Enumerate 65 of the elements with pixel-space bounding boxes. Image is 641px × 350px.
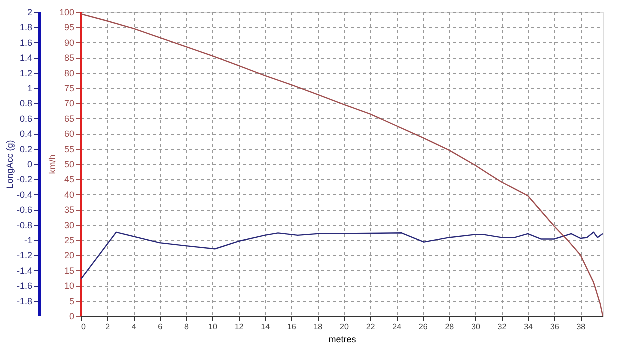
y2-tick-label: 55 xyxy=(64,144,74,154)
y-tick-label: -0.6 xyxy=(16,205,32,216)
y2-tick-label: 30 xyxy=(64,220,74,230)
y2-tick-label: 45 xyxy=(64,174,74,185)
x-tick-label: 14 xyxy=(261,322,271,332)
y2-tick-label: 35 xyxy=(64,205,74,216)
x-tick-label: 32 xyxy=(498,322,508,332)
x-tick-label: 12 xyxy=(234,322,244,332)
y2-tick-label: 15 xyxy=(64,266,74,276)
y-axis-title: LongAcc (g) xyxy=(4,140,15,189)
y2-tick-label: 20 xyxy=(64,250,74,261)
x-tick-label: 18 xyxy=(314,322,324,332)
x-tick-label: 26 xyxy=(418,322,428,332)
y2-tick-label: 25 xyxy=(64,236,74,246)
y-tick-label: -0.2 xyxy=(16,174,32,185)
y-tick-label: -1.8 xyxy=(16,296,32,306)
x-tick-label: 16 xyxy=(287,322,297,332)
y2-tick-label: 40 xyxy=(64,190,74,200)
y-tick-label: 0.4 xyxy=(20,129,32,140)
y-tick-label: -1.4 xyxy=(16,266,32,276)
y-tick-label: 0.6 xyxy=(20,114,32,124)
y-tick-label: 2 xyxy=(27,8,32,18)
y-tick-label: 0 xyxy=(27,160,32,170)
y-tick-label: -1 xyxy=(24,236,32,246)
x-tick-label: 36 xyxy=(550,322,560,332)
x-tick-label: 6 xyxy=(158,322,164,332)
x-tick-label: 10 xyxy=(208,322,218,332)
y2-tick-label: 70 xyxy=(64,98,74,109)
y-tick-label: -1.2 xyxy=(16,250,32,261)
x-tick-label: 4 xyxy=(132,322,137,332)
y2-tick-label: 60 xyxy=(64,129,74,140)
y2-tick-label: 80 xyxy=(64,68,74,78)
y2-tick-label: 65 xyxy=(64,114,74,124)
y-tick-label: 1.8 xyxy=(20,22,32,33)
y2-tick-label: 50 xyxy=(64,160,74,170)
x-tick-label: 30 xyxy=(472,322,481,332)
y2-tick-label: 95 xyxy=(64,22,74,33)
y-tick-label: 0.8 xyxy=(20,98,32,109)
y2-axis-title: km/h xyxy=(47,154,58,174)
x-tick-label: 34 xyxy=(524,322,534,332)
y-tick-label: -0.8 xyxy=(16,220,32,230)
x-axis-title: metres xyxy=(328,334,357,344)
x-tick-label: 20 xyxy=(340,322,350,332)
y-tick-label: 1.4 xyxy=(20,53,32,64)
x-tick-label: 0 xyxy=(82,322,86,332)
y2-tick-label: 5 xyxy=(69,296,74,306)
x-tick-label: 24 xyxy=(392,322,402,332)
y2-tick-label: 90 xyxy=(64,38,74,48)
line-series xyxy=(81,232,603,280)
y-tick-label: 0.2 xyxy=(20,144,32,154)
y-tick-label: -0.4 xyxy=(16,190,32,200)
x-tick-label: 38 xyxy=(576,322,586,332)
x-tick-label: 22 xyxy=(366,322,376,332)
y-tick-label: 1 xyxy=(27,84,32,94)
y-tick-label: 1.6 xyxy=(20,38,32,48)
x-tick-label: 2 xyxy=(106,322,111,332)
y2-tick-label: 85 xyxy=(64,53,74,64)
x-tick-label: 8 xyxy=(184,322,190,332)
y2-tick-label: 0 xyxy=(69,312,74,322)
y-tick-label: 1.2 xyxy=(20,68,32,78)
y2-tick-label: 75 xyxy=(64,84,74,94)
y-tick-label: -1.6 xyxy=(16,281,32,292)
x-tick-label: 28 xyxy=(445,322,455,332)
y2-tick-label: 100 xyxy=(59,8,74,18)
y2-tick-label: 10 xyxy=(64,281,74,292)
